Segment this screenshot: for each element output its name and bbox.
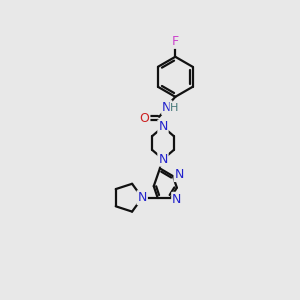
Text: N: N	[158, 153, 168, 166]
Text: O: O	[140, 112, 149, 125]
Text: N: N	[162, 101, 172, 114]
Text: N: N	[175, 168, 184, 181]
Text: N: N	[137, 191, 147, 204]
Text: H: H	[170, 103, 179, 112]
Text: F: F	[172, 35, 179, 48]
Text: N: N	[158, 120, 168, 134]
Text: N: N	[172, 193, 182, 206]
